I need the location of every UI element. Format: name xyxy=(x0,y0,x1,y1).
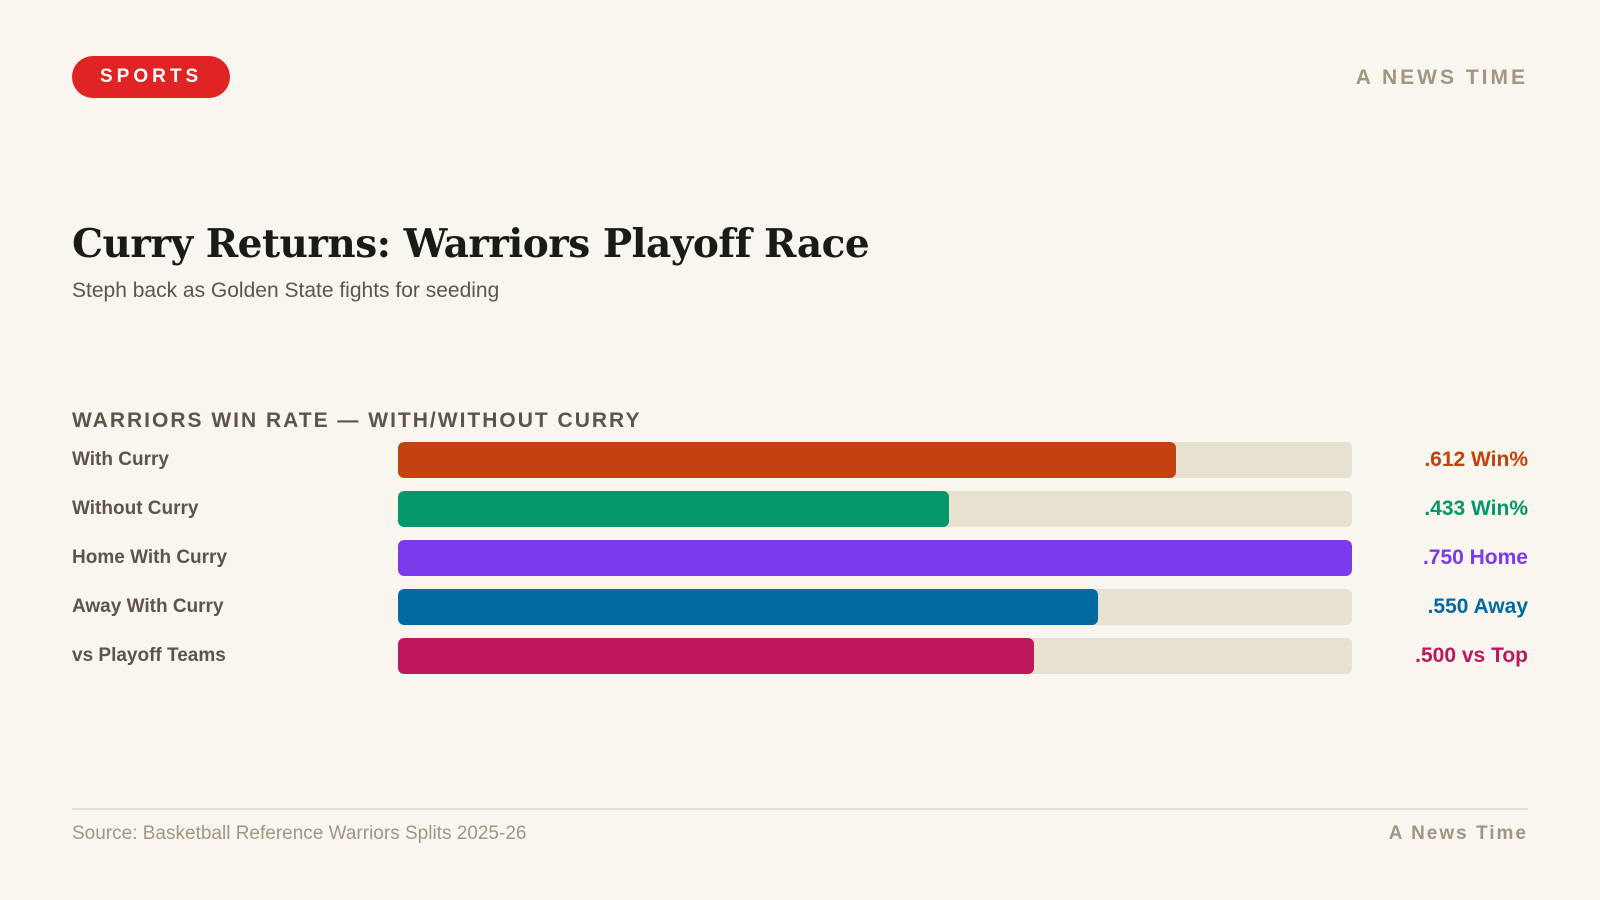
bar xyxy=(398,638,1034,674)
source-note: Source: Basketball Reference Warriors Sp… xyxy=(72,823,527,844)
bar-category-label: Home With Curry xyxy=(72,547,228,568)
headline: Curry Returns: Warriors Playoff Race xyxy=(72,221,870,267)
section-badge: SPORTS xyxy=(72,56,231,98)
bar-row: With Curry .612 Win% xyxy=(72,442,1528,478)
bar-value-label: .433 Win% xyxy=(1424,497,1528,520)
bar xyxy=(398,442,1177,478)
subheadline: Steph back as Golden State fights for se… xyxy=(72,279,500,302)
bar-value-label: .550 Away xyxy=(1427,595,1528,618)
bar xyxy=(398,491,949,527)
bar-row: Home With Curry .750 Home xyxy=(72,540,1528,576)
footer-brand: A News Time xyxy=(1388,823,1528,844)
bar xyxy=(398,540,1352,576)
bar-category-label: Away With Curry xyxy=(72,596,224,617)
bar xyxy=(398,589,1098,625)
bar-track xyxy=(398,491,1352,527)
bar-row: Without Curry .433 Win% xyxy=(72,491,1528,527)
bar-value-label: .750 Home xyxy=(1422,546,1528,569)
bar-track xyxy=(398,540,1352,576)
bar-value-label: .500 vs Top xyxy=(1415,644,1528,667)
bar-track xyxy=(398,638,1352,674)
bar-row: Away With Curry .550 Away xyxy=(72,589,1528,625)
footer-divider xyxy=(72,808,1528,810)
bar-value-label: .612 Win% xyxy=(1424,448,1528,471)
bar-row: vs Playoff Teams .500 vs Top xyxy=(72,638,1528,674)
chart-title: WARRIORS WIN RATE — WITH/WITHOUT CURRY xyxy=(72,409,642,432)
bar-category-label: Without Curry xyxy=(72,498,199,519)
bar-track xyxy=(398,589,1352,625)
bar-category-label: With Curry xyxy=(72,449,169,470)
brand-logo: A NEWS TIME xyxy=(1355,66,1528,89)
bar-track xyxy=(398,442,1352,478)
bar-category-label: vs Playoff Teams xyxy=(72,645,226,666)
